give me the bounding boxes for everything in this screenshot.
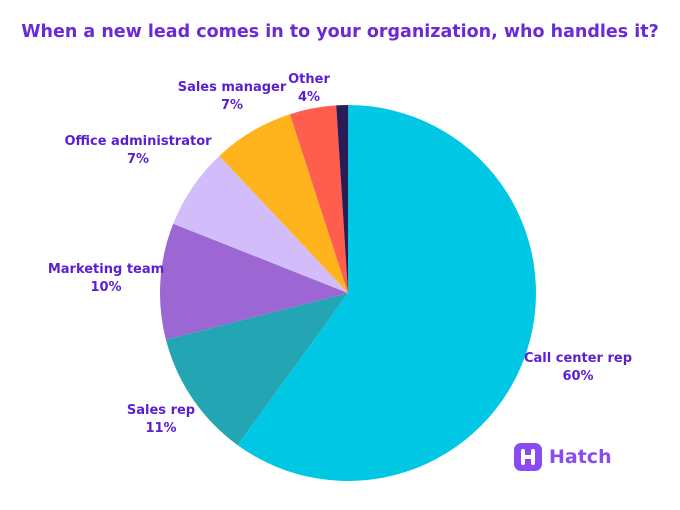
slice-label-sales-rep: Sales rep: [127, 403, 195, 418]
slice-percent-sales-rep: 11%: [145, 421, 176, 436]
slice-label-office-administrator: Office administrator: [64, 134, 212, 149]
pie-slice-marketing-team: [160, 223, 348, 340]
pie-slice-unlabeled: [336, 105, 348, 293]
slice-percent-office-administrator: 7%: [127, 152, 149, 167]
slice-label-other: Other: [288, 72, 330, 87]
slice-percent-sales-manager: 7%: [221, 98, 243, 113]
pie-slice-sales-manager: [219, 114, 348, 293]
pie-slice-other: [289, 105, 348, 294]
slice-percent-other: 4%: [298, 90, 320, 105]
pie-slice-call-center-rep: [237, 105, 536, 481]
slice-percent-call-center-rep: 60%: [562, 369, 593, 384]
slice-percent-marketing-team: 10%: [90, 280, 121, 295]
hatch-logo-icon: [514, 443, 542, 471]
hatch-logo: Hatch: [514, 441, 612, 473]
hatch-logo-text: Hatch: [549, 446, 612, 468]
pie-slice-office-administrator: [173, 155, 348, 293]
slice-label-marketing-team: Marketing team: [48, 262, 164, 277]
chart-title: When a new lead comes in to your organiz…: [21, 22, 659, 42]
slice-label-call-center-rep: Call center rep: [524, 351, 632, 366]
pie-slice-sales-rep: [165, 293, 348, 446]
slice-label-sales-manager: Sales manager: [178, 80, 287, 95]
